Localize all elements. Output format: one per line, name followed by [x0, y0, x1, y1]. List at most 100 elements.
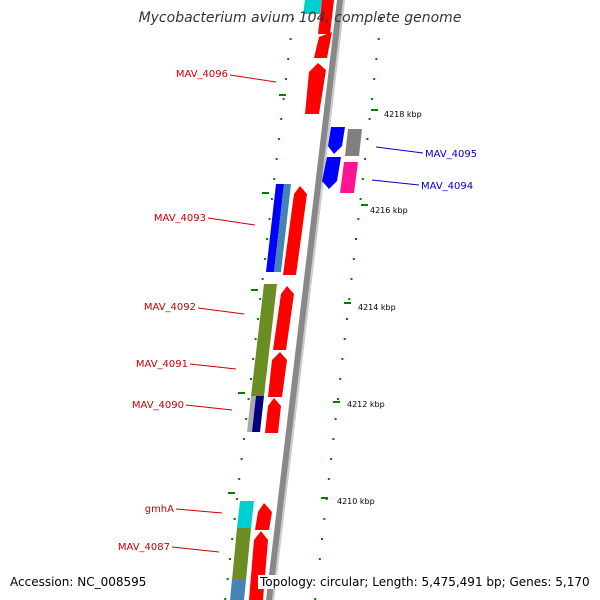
track-dot	[233, 518, 236, 520]
pink-gene-4094	[340, 162, 358, 193]
tick-label: 4210 kbp	[337, 497, 375, 506]
track-dot	[273, 178, 276, 180]
navy-feature-4090	[252, 396, 264, 432]
track-dot	[266, 238, 269, 240]
track-dot	[327, 478, 330, 480]
steel-feature-4093	[274, 184, 291, 272]
gene-label-text: MAV_4090	[132, 400, 184, 411]
track-dot	[334, 418, 337, 420]
track-dot	[249, 378, 252, 380]
gene-label-text: gmhA	[145, 504, 174, 515]
gene-label-mav-4087: MAV_4087	[118, 542, 220, 553]
gene-label-mav-4092: MAV_4092	[144, 302, 245, 315]
tick-4218-kbp: 4218 kbp	[371, 109, 422, 119]
track-dot	[368, 118, 371, 120]
track-dot	[373, 78, 376, 80]
gene-label-text: MAV_4093	[154, 213, 206, 224]
tick-4216-kbp: 4216 kbp	[361, 204, 408, 215]
track-dot	[380, 18, 382, 20]
forward-cds-4096-a	[314, 32, 332, 58]
track-dot	[352, 258, 355, 260]
track-dot	[259, 298, 262, 300]
track-dot	[263, 258, 266, 260]
forward-cds-4091	[268, 352, 287, 397]
track-dot	[321, 538, 323, 540]
cyan-feature-top	[303, 0, 322, 14]
gene-label-text: MAV_4096	[176, 69, 228, 80]
track-dot	[242, 438, 245, 440]
track-dot	[231, 538, 234, 540]
track-dot	[359, 198, 362, 200]
track-dot	[287, 58, 290, 60]
track-dot	[282, 98, 285, 100]
page-title: Mycobacterium avium 104, complete genome	[138, 10, 462, 26]
forward-cds-4087	[249, 531, 268, 600]
gene-label-text: MAV_4094	[421, 181, 473, 192]
track-dot	[270, 198, 273, 200]
genome-backbone-highlight	[272, 0, 345, 600]
steel-feature-bottom	[230, 580, 246, 600]
track-dot	[247, 398, 250, 400]
track-dot	[377, 38, 380, 40]
track-dot	[318, 558, 321, 560]
track-dot	[228, 558, 231, 560]
gene-label-text: MAV_4091	[136, 359, 188, 370]
track-dot	[289, 38, 292, 40]
tick-label: 4216 kbp	[370, 206, 408, 215]
genome-summary-text: Topology: circular; Length: 5,475,491 bp…	[258, 575, 592, 589]
track-dot	[280, 118, 283, 120]
reverse-cds-4095	[328, 127, 345, 154]
gene-label-mav-4095: MAV_4095	[375, 146, 477, 160]
gene-label-text: MAV_4095	[425, 149, 477, 160]
track-dot	[226, 578, 229, 580]
tick-4210-kbp: 4210 kbp	[321, 497, 375, 506]
tick-4212-kbp: 4212 kbp	[333, 400, 385, 409]
track-dot	[268, 218, 271, 220]
reverse-cds-4094	[322, 157, 341, 189]
track-dot	[252, 358, 255, 360]
forward-cds-4093	[283, 186, 307, 275]
gray-feature-4090	[247, 396, 256, 432]
gene-label-mav-4091: MAV_4091	[136, 359, 237, 370]
track-dot	[346, 318, 348, 320]
track-dot	[238, 478, 241, 480]
gene-label-mav-4094: MAV_4094	[371, 179, 473, 192]
track-dot	[361, 178, 364, 180]
cyan-feature-gmha	[237, 501, 254, 528]
track-dot	[275, 158, 278, 160]
gene-label-mav-4093: MAV_4093	[154, 213, 256, 226]
outer-track-major-ticks	[228, 94, 286, 494]
gene-label-mav-4096: MAV_4096	[176, 69, 277, 83]
track-dot	[330, 458, 333, 460]
track-dot	[235, 498, 238, 500]
accession-text: Accession: NC_008595	[8, 575, 149, 589]
other-gene-4095	[345, 129, 362, 156]
track-dot	[284, 78, 287, 80]
tick-label: 4218 kbp	[384, 110, 422, 119]
forward-cds-4092	[273, 286, 294, 350]
forward-cds-4090	[265, 398, 281, 433]
track-dot	[336, 398, 339, 400]
track-dot	[245, 418, 248, 420]
track-dot	[375, 58, 378, 60]
reverse-cds-4093	[266, 184, 284, 272]
track-dot	[261, 278, 264, 280]
gene-label-text: MAV_4092	[144, 302, 196, 313]
gene-label-text: MAV_4087	[118, 542, 170, 553]
forward-cds-gmha	[255, 503, 272, 530]
track-dot	[366, 138, 369, 140]
track-dot	[240, 458, 243, 460]
track-dot	[350, 278, 353, 280]
tick-label: 4214 kbp	[358, 303, 396, 312]
track-dot	[370, 98, 373, 100]
track-dot	[357, 218, 360, 220]
olive-feature-4092	[251, 284, 277, 396]
track-dot	[341, 358, 344, 360]
track-dot	[348, 298, 351, 300]
tick-4214-kbp: 4214 kbp	[344, 302, 396, 312]
gene-label-gmha: gmhA	[145, 504, 223, 515]
olive-feature-4087	[232, 528, 251, 580]
track-dot	[355, 238, 357, 240]
forward-cds-top	[318, 0, 334, 34]
